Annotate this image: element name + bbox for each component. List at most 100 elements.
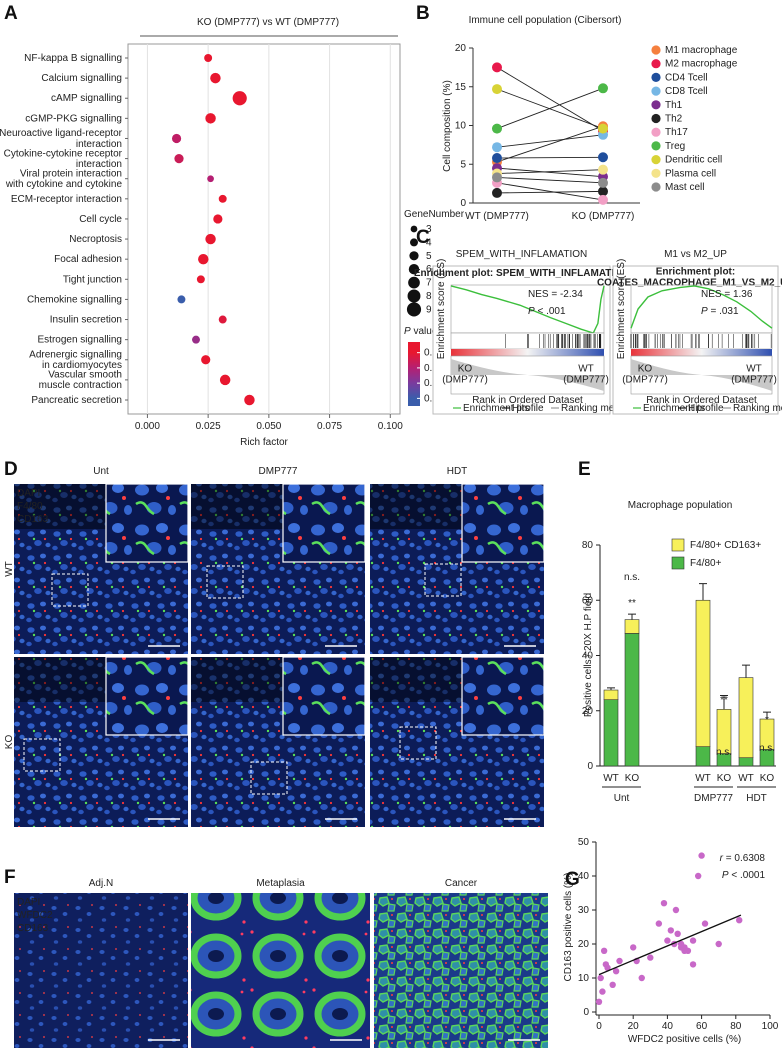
column-title: Adj.N	[89, 878, 113, 889]
size-legend-title: GeneNumber	[404, 209, 465, 220]
x-tick-label: KO (DMP777)	[572, 211, 635, 222]
legend-label: Th17	[665, 127, 688, 138]
legend-label: Th1	[665, 99, 683, 110]
gsea-title: M1 vs M2_UP	[664, 249, 727, 260]
bar-segment	[695, 746, 711, 767]
stat-label: P < .0001	[722, 870, 766, 881]
gsea-nes: NES = -2.34	[528, 289, 583, 300]
chart-title: Immune cell population (Cibersort)	[469, 15, 622, 26]
gsea-legend-label: Ranking metric scores	[561, 403, 660, 414]
category-label: Adrenergic signalling in cardiomyocytes	[29, 349, 122, 371]
size-legend-label: 7	[426, 277, 432, 288]
category-label: Pancreatic secretion	[31, 395, 122, 406]
series-line	[496, 169, 604, 174]
size-legend-label: 6	[426, 264, 432, 275]
x-tick-label: 0.100	[378, 421, 403, 432]
point	[701, 920, 709, 927]
point	[674, 930, 681, 937]
panel-letter: A	[4, 3, 18, 24]
point	[638, 974, 645, 982]
category-label: Insulin secretion	[50, 314, 122, 325]
size-legend-label: 8	[426, 291, 432, 302]
error-bar	[720, 695, 728, 710]
point	[598, 152, 608, 163]
significance: n.s.	[759, 743, 775, 754]
category-label: Neuroactive ligand-receptor interaction	[0, 128, 123, 150]
y-tick-label: 5	[460, 159, 466, 170]
row-title: KO	[4, 735, 15, 750]
panel-letter: D	[4, 459, 18, 480]
x-axis-label: Rich factor	[240, 437, 288, 448]
channel-label: CD163	[17, 514, 49, 525]
x-tick-label: 0.050	[256, 421, 281, 432]
inset	[461, 656, 545, 736]
point	[616, 957, 623, 965]
point	[689, 937, 697, 944]
size-legend-label: 3	[426, 224, 432, 235]
series-line	[496, 88, 604, 130]
x-tick-label: 60	[696, 1021, 708, 1032]
y-tick-label: 0	[460, 198, 466, 209]
y-axis-label: CD163 positive cells (%)	[563, 873, 574, 982]
y-tick-label: 15	[455, 81, 467, 92]
category-label: Tight junction	[63, 274, 122, 285]
legend-label: Treg	[665, 141, 685, 152]
significance: *	[765, 715, 769, 726]
bar-segment	[738, 757, 754, 767]
panel-letter: C	[416, 227, 430, 248]
error-bar	[607, 687, 615, 691]
size-legend-dot	[409, 251, 419, 261]
y-tick-label: 30	[578, 905, 590, 916]
series-line	[496, 125, 604, 163]
channel-label: WFDC2	[17, 910, 53, 921]
point	[647, 954, 654, 961]
point	[604, 964, 611, 971]
bar-segment	[695, 599, 711, 747]
point	[698, 852, 705, 859]
x-tick-label: WT	[738, 773, 754, 784]
category-label: Vascular smooth muscle contraction	[39, 369, 122, 391]
zoom-box	[51, 573, 89, 607]
x-tick-label: WT (DMP777)	[465, 211, 529, 222]
dot	[174, 153, 184, 164]
point	[612, 968, 620, 975]
size-legend-dot	[408, 263, 420, 275]
size-legend-dot	[406, 302, 422, 317]
legend-swatch	[651, 182, 661, 192]
series-line	[496, 134, 604, 148]
significance: n.s.	[716, 747, 732, 758]
y-tick-label: 20	[455, 43, 467, 54]
dot	[177, 295, 186, 304]
size-legend-dot	[410, 225, 418, 233]
dot	[219, 374, 231, 386]
bar-segment	[603, 689, 619, 700]
bar-segment	[624, 619, 640, 634]
x-axis-label: WFDC2 positive cells (%)	[628, 1034, 741, 1045]
x-tick-label: 100	[762, 1021, 779, 1032]
zoom-box	[399, 726, 437, 760]
category-label: Cell cycle	[79, 214, 122, 225]
bar-segment	[603, 699, 619, 767]
x-tick-label: 0.025	[196, 421, 221, 432]
category-label: Necroptosis	[69, 234, 122, 245]
significance: **	[720, 695, 728, 706]
point	[598, 194, 608, 205]
gsea-title: SPEM_WITH_INFLAMATION	[456, 249, 588, 260]
y-axis-label: Cell composition (%)	[442, 80, 453, 172]
channel-label: DAPI	[17, 897, 40, 908]
significance: n.s.	[624, 572, 640, 583]
dot	[218, 194, 227, 203]
legend-label: CD4 Tcell	[665, 72, 708, 83]
x-tick-label: KO	[717, 773, 732, 784]
trend-line	[598, 914, 742, 976]
point	[694, 872, 702, 880]
gsea-ylabel: Enrichment score (ES)	[616, 259, 627, 360]
micrograph	[14, 893, 188, 1048]
zoom-box	[250, 761, 288, 795]
legend-swatch	[651, 168, 661, 178]
point	[492, 62, 502, 73]
size-legend-dot	[407, 289, 421, 303]
micrograph	[374, 893, 548, 1048]
gsea-xlabel: Rank in Ordered Dataset	[646, 395, 757, 406]
